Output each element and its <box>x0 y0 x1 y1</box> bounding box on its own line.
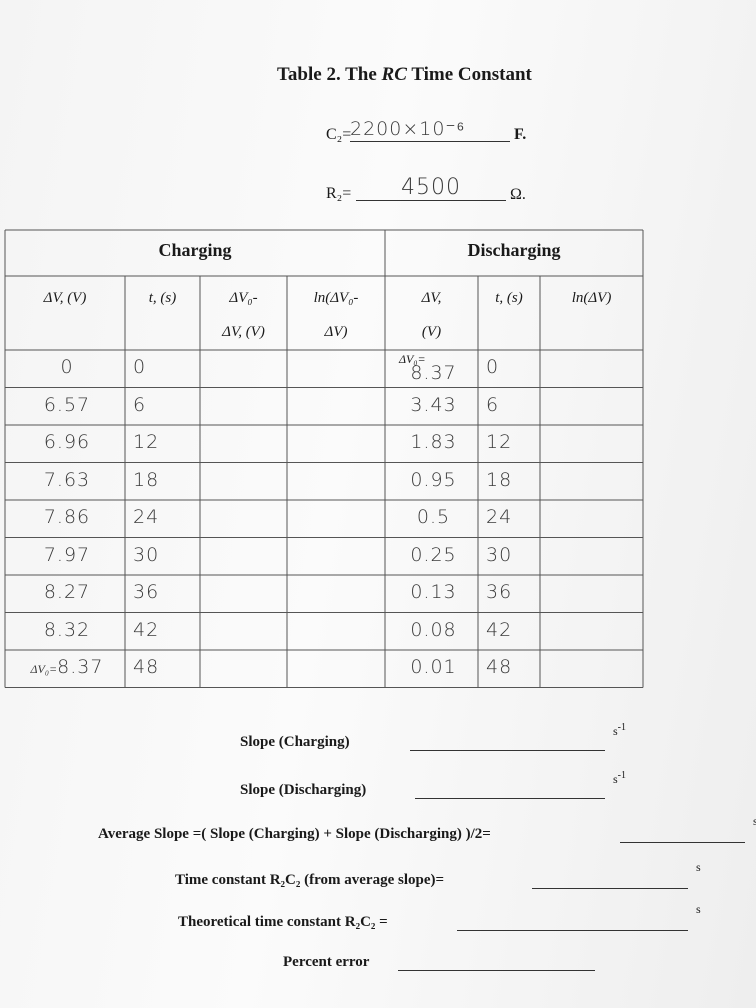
capacitance-value: 2200×10⁻⁶ <box>350 118 510 142</box>
capacitance-label: C₂= <box>326 126 352 143</box>
question-label: Percent error <box>283 954 370 970</box>
column-header: t, (s) <box>495 290 523 306</box>
table-cell: 30 <box>486 543 513 566</box>
column-header: ΔV) <box>324 324 348 340</box>
resistance-unit: Ω. <box>510 186 526 203</box>
title-text: Table 2. The <box>277 64 382 85</box>
table-cell: 6.96 <box>43 431 91 453</box>
group-header: Discharging <box>467 240 561 260</box>
table-cell: 0.25 <box>410 543 457 566</box>
column-header: ΔV₀- <box>229 290 258 306</box>
cell-note: ΔV₀= <box>399 352 426 366</box>
table-cell: 3.43 <box>410 393 457 416</box>
table-cell: 42 <box>486 618 513 641</box>
column-header: ln(ΔV) <box>571 290 612 306</box>
table-cell: 18 <box>486 468 513 491</box>
table-cell: ΔV₀=8.37 <box>30 656 104 678</box>
question-label: Slope (Discharging) <box>240 782 367 798</box>
table-cell: 0 <box>60 356 74 378</box>
table-cell: 0 <box>486 356 500 378</box>
title-text: Time Constant <box>406 64 532 85</box>
table-cell: 7.63 <box>43 468 91 491</box>
answer-line <box>398 970 595 971</box>
table-cell: 8.32 <box>43 618 91 641</box>
table-cell: 0.01 <box>410 656 457 678</box>
question-label: Theoretical time constant R₂C₂ = <box>178 914 388 930</box>
table-cell: 6 <box>486 393 500 416</box>
table-cell: 8.27 <box>43 581 91 603</box>
capacitance-unit: F. <box>514 126 527 143</box>
title: Table 2. The RC Time Constant <box>277 64 532 86</box>
unit-exponent: -1 <box>617 770 627 781</box>
column-header: ln(ΔV₀- <box>313 290 359 306</box>
question-label: Time constant R₂C₂ (from average slope)= <box>175 872 445 888</box>
table-cell: 36 <box>486 581 513 603</box>
table-cell: 42 <box>133 618 160 641</box>
table-cell: 24 <box>486 506 513 528</box>
table-cell: 30 <box>133 543 160 566</box>
table-cell: 48 <box>486 656 513 678</box>
resistance-label: R₂= <box>326 185 352 202</box>
table-cell: 12 <box>133 431 160 453</box>
unit: s <box>696 860 701 874</box>
table-cell: 18 <box>133 468 160 491</box>
question-label: Average Slope =( Slope (Charging) + Slop… <box>98 826 491 842</box>
unit: s <box>696 902 701 916</box>
column-header: ΔV, (V) <box>222 324 265 340</box>
table-cell: 0 <box>133 356 147 378</box>
answer-line <box>532 888 688 889</box>
unit: s <box>753 814 756 828</box>
group-header: Charging <box>158 240 232 260</box>
column-header: (V) <box>421 324 442 340</box>
table-cell: 0.95 <box>410 468 457 491</box>
resistance-value: 4500 <box>356 175 506 201</box>
answer-line <box>410 750 605 751</box>
table-cell: 12 <box>486 431 513 453</box>
table-cell: 24 <box>133 506 160 528</box>
column-header: ΔV, <box>421 290 442 306</box>
answer-line <box>415 798 605 799</box>
table-cell: 7.86 <box>43 506 91 528</box>
answer-line <box>620 842 745 843</box>
title-text: RC <box>381 64 407 85</box>
cell-note: ΔV₀= <box>30 662 58 676</box>
table-cell: 1.83 <box>410 431 457 453</box>
question-label: Slope (Charging) <box>240 734 350 750</box>
table-cell: 7.97 <box>43 543 91 566</box>
column-header: t, (s) <box>148 290 177 306</box>
unit: s-1 <box>613 770 627 786</box>
answer-line <box>457 930 688 931</box>
table-cell: 36 <box>133 581 160 603</box>
table-cell: 6 <box>133 393 147 416</box>
table-cell: 6.57 <box>43 393 91 416</box>
table-cell: 0.08 <box>410 618 457 641</box>
table-cell: 48 <box>133 656 160 678</box>
table-cell: 0.13 <box>410 581 457 603</box>
table-cell: 8.37 <box>410 362 457 384</box>
unit-exponent: -1 <box>617 722 627 733</box>
table-cell: 0.5 <box>416 506 451 528</box>
unit: s-1 <box>613 722 627 738</box>
column-header: ΔV, (V) <box>43 290 87 306</box>
